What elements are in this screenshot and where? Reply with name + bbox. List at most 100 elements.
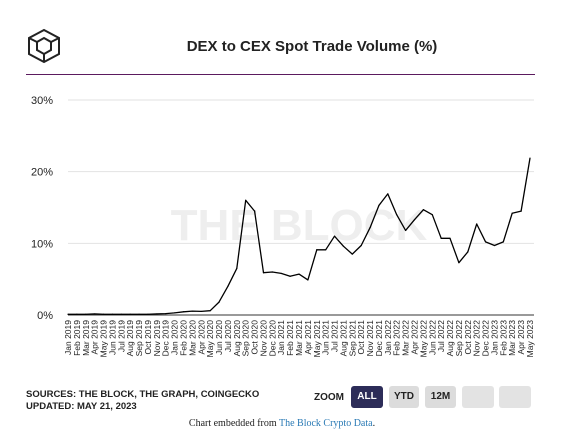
x-tick-label: Sep 2021 bbox=[347, 320, 357, 357]
the-block-cube-icon bbox=[28, 28, 60, 64]
x-tick-label: Jun 2022 bbox=[427, 320, 437, 355]
x-tick-label: Jan 2020 bbox=[170, 320, 180, 355]
x-tick-label: Feb 2021 bbox=[285, 320, 295, 356]
x-tick-label: Feb 2020 bbox=[179, 320, 189, 356]
x-tick-label: Jun 2020 bbox=[214, 320, 224, 355]
x-tick-label: Apr 2020 bbox=[196, 320, 206, 355]
data-point bbox=[271, 271, 273, 273]
data-point bbox=[351, 253, 353, 255]
x-tick-label: May 2023 bbox=[525, 320, 535, 358]
zoom-label: ZOOM bbox=[314, 392, 344, 403]
data-point bbox=[182, 311, 185, 313]
data-point bbox=[138, 313, 140, 315]
data-point bbox=[111, 313, 114, 315]
x-tick-label: Jul 2021 bbox=[330, 320, 340, 352]
x-tick-label: May 2021 bbox=[312, 320, 322, 358]
data-point bbox=[236, 267, 238, 270]
embed-credit: Chart embedded from The Block Crypto Dat… bbox=[0, 418, 564, 429]
x-tick-label: Feb 2022 bbox=[392, 320, 402, 356]
x-tick-label: Jul 2022 bbox=[436, 320, 446, 352]
watermark: THE BLOCK bbox=[171, 201, 428, 250]
data-point bbox=[76, 313, 78, 315]
x-tick-label: Aug 2019 bbox=[125, 320, 135, 357]
x-tick-label: Jan 2023 bbox=[489, 320, 499, 355]
x-tick-label: Dec 2019 bbox=[161, 320, 171, 357]
chart-sources: SOURCES: THE BLOCK, THE GRAPH, COINGECKO… bbox=[26, 389, 259, 413]
x-tick-label: Jun 2021 bbox=[321, 320, 331, 355]
x-tick-label: Dec 2020 bbox=[267, 320, 277, 357]
data-point bbox=[307, 279, 309, 281]
embed-link[interactable]: The Block Crypto Data bbox=[278, 418, 373, 429]
x-tick-label: Oct 2019 bbox=[143, 320, 153, 355]
x-tick-label: May 2019 bbox=[99, 320, 109, 358]
x-tick-label: Mar 2022 bbox=[401, 320, 411, 356]
data-point bbox=[156, 313, 158, 315]
data-point bbox=[333, 235, 336, 237]
zoom-12m-button[interactable]: 12M bbox=[425, 386, 456, 408]
x-tick-label: May 2022 bbox=[418, 320, 428, 358]
data-point bbox=[325, 249, 327, 251]
data-point bbox=[422, 209, 424, 211]
data-point bbox=[511, 212, 513, 214]
embed-suffix: . bbox=[372, 418, 376, 429]
data-point bbox=[200, 310, 202, 313]
zoom-all-button[interactable]: ALL bbox=[351, 386, 383, 408]
data-point bbox=[227, 285, 229, 287]
data-point bbox=[360, 244, 362, 247]
chart-title: DEX to CEX Spot Trade Volume (%) bbox=[186, 38, 438, 55]
x-tick-label: Oct 2021 bbox=[356, 320, 366, 355]
zoom-ytd-button[interactable]: YTD bbox=[389, 386, 419, 408]
data-point bbox=[209, 310, 211, 312]
x-tick-label: Aug 2021 bbox=[338, 320, 348, 357]
x-tick-label: Apr 2023 bbox=[516, 320, 526, 355]
x-tick-label: Jul 2020 bbox=[223, 320, 233, 352]
x-tick-label: Dec 2022 bbox=[481, 320, 491, 357]
data-point bbox=[467, 251, 469, 253]
data-point bbox=[191, 310, 193, 312]
x-tick-label: May 2020 bbox=[205, 320, 215, 358]
data-point bbox=[476, 223, 478, 225]
data-point bbox=[413, 219, 416, 221]
data-point bbox=[174, 312, 176, 314]
x-tick-label: Oct 2022 bbox=[463, 320, 473, 355]
data-point bbox=[218, 301, 220, 303]
zoom-extra-button-2[interactable] bbox=[499, 386, 531, 408]
data-point bbox=[253, 210, 256, 212]
x-tick-label: Nov 2021 bbox=[365, 320, 375, 357]
x-tick-label: Jan 2021 bbox=[276, 320, 286, 355]
data-point bbox=[67, 313, 69, 315]
x-tick-label: Jan 2022 bbox=[383, 320, 393, 355]
data-point bbox=[102, 313, 105, 315]
data-point bbox=[316, 249, 318, 251]
x-tick-label: Mar 2019 bbox=[81, 320, 91, 356]
data-point bbox=[280, 272, 282, 275]
x-tick-label: Mar 2021 bbox=[294, 320, 304, 356]
data-point bbox=[440, 237, 442, 239]
x-tick-label: Feb 2023 bbox=[498, 320, 508, 356]
data-point bbox=[262, 272, 265, 274]
data-point bbox=[165, 312, 167, 315]
data-point bbox=[342, 245, 345, 247]
data-point bbox=[94, 313, 96, 315]
data-point bbox=[449, 237, 451, 239]
y-tick-label: 30% bbox=[31, 95, 53, 107]
x-tick-label: Jan 2019 bbox=[63, 320, 73, 355]
x-tick-label: Dec 2021 bbox=[374, 320, 384, 357]
data-point bbox=[298, 273, 300, 275]
x-tick-label: Nov 2022 bbox=[472, 320, 482, 357]
x-tick-label: Mar 2020 bbox=[187, 320, 197, 356]
x-tick-label: Oct 2020 bbox=[250, 320, 260, 355]
x-tick-label: Feb 2019 bbox=[72, 320, 82, 356]
x-tick-label: Aug 2020 bbox=[232, 320, 242, 357]
data-point bbox=[405, 229, 407, 232]
x-tick-label: Sep 2022 bbox=[454, 320, 464, 357]
data-point bbox=[529, 157, 531, 159]
embed-prefix: Chart embedded from bbox=[188, 418, 279, 429]
zoom-extra-button-1[interactable] bbox=[462, 386, 494, 408]
x-tick-label: Sep 2019 bbox=[134, 320, 144, 357]
x-tick-label: Nov 2020 bbox=[258, 320, 268, 357]
y-tick-label: 0% bbox=[37, 310, 53, 322]
x-tick-label: Nov 2019 bbox=[152, 320, 162, 357]
data-point bbox=[502, 241, 504, 243]
